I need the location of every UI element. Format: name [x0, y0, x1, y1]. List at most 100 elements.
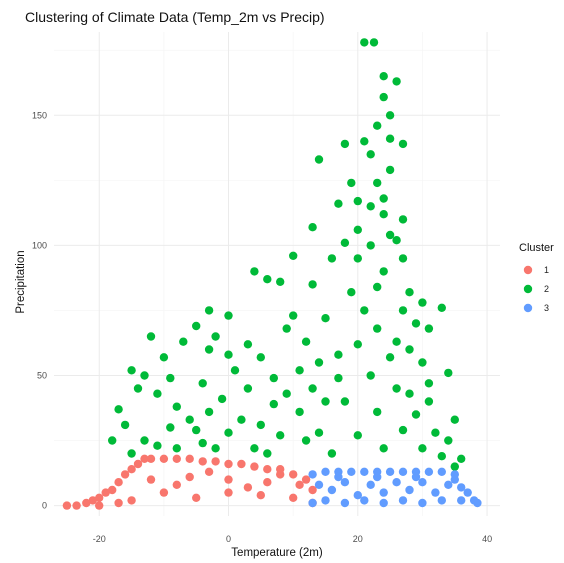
data-point [237, 416, 245, 424]
data-point [134, 384, 142, 392]
data-point [373, 324, 381, 332]
data-point [289, 252, 297, 260]
data-point [205, 306, 213, 314]
data-point [412, 319, 420, 327]
data-point [347, 179, 355, 187]
data-point [308, 499, 316, 507]
data-point [354, 226, 362, 234]
y-tick-label: 100 [32, 240, 47, 250]
data-point [444, 369, 452, 377]
data-point [211, 444, 219, 452]
data-point [173, 403, 181, 411]
data-point [199, 379, 207, 387]
data-point [451, 475, 459, 483]
data-point [367, 150, 375, 158]
data-point [457, 483, 465, 491]
data-point [250, 462, 258, 470]
data-point [373, 122, 381, 130]
data-point [425, 379, 433, 387]
data-point [367, 481, 375, 489]
data-point [250, 267, 258, 275]
data-point [315, 155, 323, 163]
data-point [127, 496, 135, 504]
legend-label: 1 [544, 265, 549, 275]
data-point [127, 449, 135, 457]
legend-key [524, 304, 532, 312]
data-point [315, 358, 323, 366]
data-point [289, 311, 297, 319]
data-point [405, 390, 413, 398]
data-point [263, 478, 271, 486]
data-point [224, 429, 232, 437]
data-point [392, 384, 400, 392]
data-point [108, 436, 116, 444]
data-point [405, 288, 413, 296]
data-point [302, 338, 310, 346]
data-point [205, 468, 213, 476]
data-point [134, 460, 142, 468]
data-point [399, 140, 407, 148]
data-point [321, 496, 329, 504]
data-point [380, 194, 388, 202]
data-point [386, 231, 394, 239]
data-point [108, 486, 116, 494]
data-point [321, 314, 329, 322]
data-point [425, 468, 433, 476]
legend-label: 3 [544, 303, 549, 313]
data-point [464, 488, 472, 496]
data-point [418, 298, 426, 306]
data-point [431, 429, 439, 437]
data-point [354, 197, 362, 205]
data-point [263, 449, 271, 457]
data-point [360, 496, 368, 504]
data-point [192, 322, 200, 330]
data-point [373, 473, 381, 481]
data-point [341, 397, 349, 405]
data-point [276, 431, 284, 439]
data-point [360, 306, 368, 314]
x-tick-label: -20 [93, 534, 106, 544]
data-point [192, 494, 200, 502]
data-point [289, 470, 297, 478]
x-tick-label: 20 [353, 534, 363, 544]
data-point [186, 455, 194, 463]
data-point [114, 478, 122, 486]
data-point [405, 486, 413, 494]
data-point [334, 200, 342, 208]
data-point [186, 416, 194, 424]
legend-label: 2 [544, 284, 549, 294]
y-axis-ticks: 0 50 100 150 [32, 110, 47, 510]
data-point [263, 465, 271, 473]
data-point [302, 436, 310, 444]
data-point [354, 491, 362, 499]
x-axis-label: Temperature (2m) [231, 547, 323, 559]
x-axis-ticks: -20 0 20 40 [93, 534, 492, 544]
data-point [283, 390, 291, 398]
data-point [328, 254, 336, 262]
data-point [334, 374, 342, 382]
data-point [438, 452, 446, 460]
data-point [412, 410, 420, 418]
data-point [147, 455, 155, 463]
data-point [315, 429, 323, 437]
data-point [244, 384, 252, 392]
y-axis-label: Precipitation [15, 250, 27, 313]
data-point [244, 483, 252, 491]
data-point [199, 457, 207, 465]
data-point [224, 311, 232, 319]
data-point [121, 470, 129, 478]
data-point [224, 460, 232, 468]
data-points [63, 38, 482, 510]
data-point [257, 491, 265, 499]
data-point [308, 470, 316, 478]
data-point [257, 353, 265, 361]
data-point [166, 423, 174, 431]
data-point [224, 351, 232, 359]
data-point [367, 202, 375, 210]
data-point [315, 481, 323, 489]
data-point [160, 488, 168, 496]
data-point [360, 137, 368, 145]
data-point [444, 436, 452, 444]
data-point [347, 468, 355, 476]
data-point [399, 468, 407, 476]
